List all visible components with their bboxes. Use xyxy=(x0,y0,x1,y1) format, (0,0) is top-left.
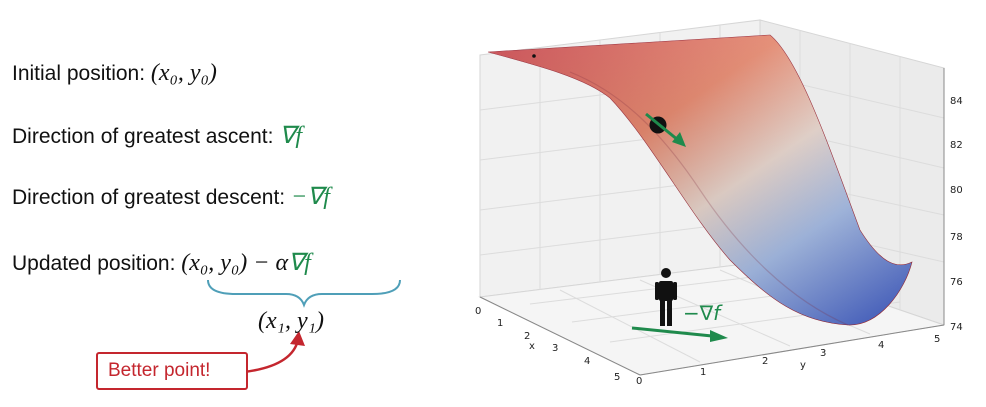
y-tick-5: 5 xyxy=(934,334,940,345)
floor-gradient-arrow xyxy=(631,326,713,338)
x-tick-5: 5 xyxy=(614,372,620,383)
z-tick-78: 78 xyxy=(950,232,963,243)
x-tick-1: 1 xyxy=(497,318,503,329)
x-tick-4: 4 xyxy=(584,356,590,367)
y-tick-4: 4 xyxy=(878,340,884,351)
y-axis-label: y xyxy=(800,360,806,371)
x-tick-2: 2 xyxy=(524,331,530,342)
z-tick-74: 74 xyxy=(950,322,963,333)
ascent-label: Direction of greatest ascent: xyxy=(12,125,280,148)
result-math: (x₁, y₁) xyxy=(258,308,324,334)
z-tick-82: 82 xyxy=(950,140,963,151)
ascent-line: Direction of greatest ascent: ∇f xyxy=(12,121,302,150)
better-point-arrowhead xyxy=(290,331,305,346)
better-point-callout: Better point! xyxy=(96,352,248,390)
initial-position-line: Initial position: (x₀, y₀) xyxy=(12,60,217,87)
x-tick-0: 0 xyxy=(475,306,481,317)
x-tick-labels: 0 1 2 3 4 5 xyxy=(475,306,620,383)
descent-math: −∇f xyxy=(290,184,330,210)
floor-gradient-arrowhead xyxy=(710,330,728,342)
updated-math-b: ∇f xyxy=(288,250,311,276)
descent-line: Direction of greatest descent: −∇f xyxy=(12,182,330,211)
y-tick-labels: 0 1 2 3 4 5 xyxy=(636,334,940,387)
better-point-label: Better point! xyxy=(108,360,211,381)
y-tick-3: 3 xyxy=(820,348,826,359)
z-tick-76: 76 xyxy=(950,277,963,288)
x-tick-3: 3 xyxy=(552,343,558,354)
updated-position-line: Updated position: (x₀, y₀) − α∇f xyxy=(12,248,311,277)
result-line: (x₁, y₁) xyxy=(258,308,324,335)
y-tick-0: 0 xyxy=(636,376,642,387)
updated-math-a: (x₀, y₀) − α xyxy=(181,250,289,276)
surface-gradient-arrow xyxy=(645,112,679,142)
descent-label: Direction of greatest descent: xyxy=(12,186,291,209)
y-axis xyxy=(639,324,945,376)
y-tick-2: 2 xyxy=(762,356,768,367)
valley-crease xyxy=(569,71,849,326)
x-axis-label: x xyxy=(529,341,535,352)
z-tick-84: 84 xyxy=(950,96,963,107)
y-tick-1: 1 xyxy=(700,367,706,378)
updated-label: Updated position: xyxy=(12,252,182,275)
initial-position-math: (x₀, y₀) xyxy=(150,60,217,86)
person-icon xyxy=(655,268,677,326)
start-dot xyxy=(532,54,536,58)
floor-gradient-label: −∇f xyxy=(683,301,723,325)
z-tick-80: 80 xyxy=(950,185,963,196)
z-tick-labels: 84 82 80 78 76 74 xyxy=(950,96,963,333)
underbrace xyxy=(207,279,401,308)
ascent-math: ∇f xyxy=(279,123,303,149)
initial-position-label: Initial position: xyxy=(12,62,151,85)
x-axis xyxy=(479,296,641,376)
surface-gradient-arrowhead xyxy=(672,132,686,147)
